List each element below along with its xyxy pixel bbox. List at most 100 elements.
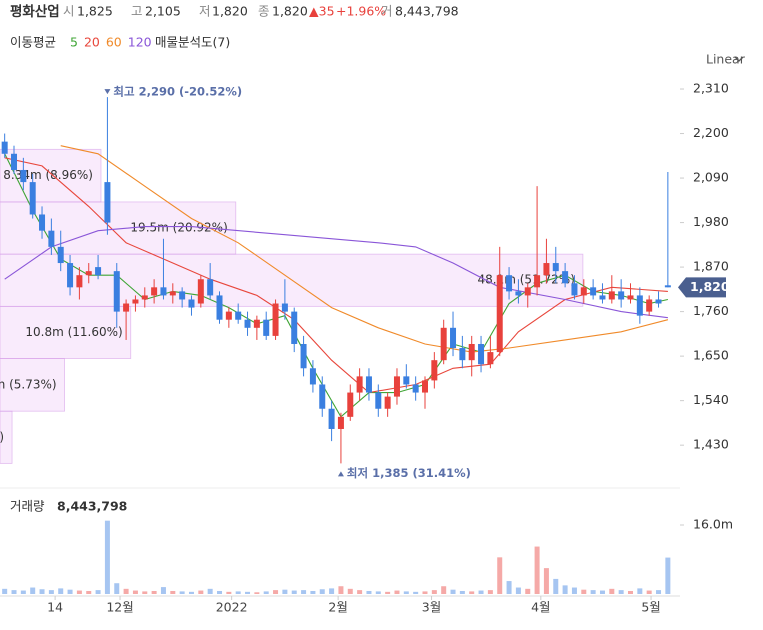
candle-body — [57, 246, 64, 264]
candle-body — [141, 295, 148, 300]
candle-body — [328, 408, 335, 429]
volume-bar — [590, 590, 596, 594]
x-tick-label: 2월 — [328, 600, 347, 615]
volume-bar — [506, 581, 512, 594]
candle-body — [393, 376, 400, 397]
volume-bar — [478, 590, 484, 594]
current-price-box — [678, 277, 726, 298]
candle-body — [552, 263, 559, 272]
volume-bar — [347, 588, 353, 594]
max-annotation: 최고 2,290 (-20.52%) — [113, 85, 242, 99]
volume-bar — [319, 589, 325, 594]
candle-body — [76, 275, 83, 288]
volume-bar — [226, 591, 232, 594]
candle-body — [562, 271, 569, 284]
volume-profile-title[interactable]: 매물분석도(7) — [155, 35, 230, 50]
volume-bar — [179, 591, 185, 594]
volume-bar — [385, 591, 391, 594]
volume-bar — [357, 590, 363, 594]
y-tick-label: 2,200 — [693, 125, 729, 140]
candle-body — [468, 343, 475, 361]
volume-bar — [627, 590, 633, 594]
volume-bar — [235, 591, 241, 594]
candle-body — [95, 267, 102, 276]
candle-body — [636, 295, 643, 316]
moving-average-line — [60, 145, 669, 353]
volume-bar — [2, 588, 8, 594]
volume-profile-label: 5.33m (5.73%) — [0, 377, 57, 391]
header-key: 종 — [258, 4, 270, 19]
candle-body — [618, 291, 625, 300]
candle-body — [309, 368, 316, 385]
volume-bar — [67, 589, 73, 594]
candle-body — [113, 271, 120, 312]
min-annotation: 최저 1,385 (31.41%) — [347, 466, 471, 480]
candle-body — [543, 263, 550, 276]
candle-body — [646, 299, 653, 312]
dropdown-chevron[interactable] — [734, 56, 744, 62]
volume-bar — [338, 586, 344, 594]
candle-body — [20, 169, 27, 183]
volume-bar — [58, 588, 64, 594]
x-tick-label: 3월 — [422, 600, 441, 615]
candle-body — [11, 153, 18, 170]
volume-bar — [581, 589, 587, 594]
volume-last: 8,443,798 — [57, 499, 127, 514]
min-marker — [337, 471, 344, 477]
candle-body — [478, 343, 485, 365]
candle-body — [160, 287, 167, 296]
x-tick-label: 4월 — [531, 600, 550, 615]
candle-body — [253, 319, 260, 328]
y-tick-label: 2,310 — [693, 81, 729, 96]
volume-bar — [562, 585, 568, 594]
volume-profile-bar — [0, 305, 132, 359]
header-key: 고 — [131, 4, 143, 19]
volume-bar — [637, 588, 643, 594]
volume-bar — [142, 591, 148, 594]
volume-bar — [553, 578, 559, 594]
candle-body — [132, 299, 139, 304]
candle-body — [347, 392, 354, 417]
volume-bar — [254, 592, 260, 594]
header-value: 1,825 — [77, 4, 113, 19]
candle-body — [403, 376, 410, 385]
candle-body — [534, 275, 541, 288]
stock-name: 평화산업 — [10, 3, 60, 20]
candle-body — [608, 291, 615, 300]
moving-average-line — [4, 226, 668, 319]
candle-body — [39, 214, 46, 231]
volume-bar — [656, 590, 662, 594]
candle-body — [524, 287, 531, 296]
header-value: 1,820 — [212, 4, 248, 19]
scale-mode[interactable]: Linear — [706, 52, 746, 67]
volume-title: 거래량 — [10, 499, 45, 514]
candle-body — [506, 275, 513, 292]
volume-bar — [329, 588, 335, 594]
candle-body — [216, 295, 223, 320]
volume-bar — [301, 590, 307, 594]
candle-body — [440, 327, 447, 361]
candle-body — [422, 380, 428, 393]
volume-bar — [39, 589, 45, 594]
header-key: 시 — [63, 4, 75, 19]
volume-bar — [76, 590, 82, 594]
volume-bar — [618, 590, 624, 594]
volume-bar — [160, 587, 166, 594]
max-marker — [104, 89, 111, 95]
volume-bar — [646, 590, 652, 594]
candle-body — [188, 299, 195, 308]
candle-body — [365, 376, 372, 393]
candle-body — [67, 263, 74, 288]
ma-legend: 120 — [128, 35, 152, 50]
candle-body — [300, 343, 307, 369]
candle-body — [179, 291, 186, 300]
volume-bar — [441, 586, 447, 594]
header-value: 2,105 — [145, 4, 181, 19]
candle-body — [104, 182, 111, 223]
volume-bar — [431, 590, 437, 594]
candle-body — [235, 311, 242, 320]
volume-bar — [151, 590, 157, 594]
volume-bar — [104, 520, 110, 594]
volume-bar — [123, 588, 129, 594]
